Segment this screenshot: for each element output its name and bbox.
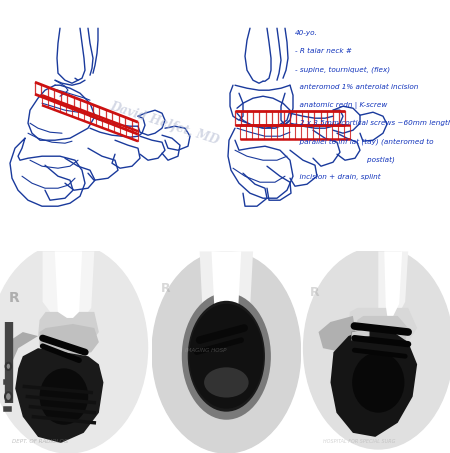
Polygon shape <box>15 348 104 443</box>
Text: R: R <box>310 286 319 299</box>
Polygon shape <box>348 308 417 348</box>
Text: incision + drain, splint: incision + drain, splint <box>295 174 381 180</box>
Polygon shape <box>38 312 99 346</box>
Polygon shape <box>319 316 357 352</box>
Polygon shape <box>351 328 369 340</box>
Polygon shape <box>330 328 417 437</box>
Text: IMAGING HOSP: IMAGING HOSP <box>185 348 226 353</box>
Text: DEPT. OF RADIOLOG: DEPT. OF RADIOLOG <box>12 439 68 444</box>
Polygon shape <box>8 332 38 372</box>
Text: anatomic redn | K-screw: anatomic redn | K-screw <box>295 102 387 109</box>
Text: - 2 x 3.5mm cortical screws ~60mm length: - 2 x 3.5mm cortical screws ~60mm length <box>295 120 450 126</box>
Ellipse shape <box>204 367 249 398</box>
Circle shape <box>0 243 148 453</box>
Text: R: R <box>161 282 171 295</box>
Polygon shape <box>355 316 408 348</box>
Text: 40-yo.: 40-yo. <box>295 30 318 36</box>
Circle shape <box>5 392 12 401</box>
Polygon shape <box>43 251 94 322</box>
Text: - supine, tourniquet, (flex): - supine, tourniquet, (flex) <box>295 66 390 73</box>
Polygon shape <box>40 324 99 356</box>
Ellipse shape <box>352 352 405 413</box>
Ellipse shape <box>40 368 88 425</box>
Ellipse shape <box>188 301 265 412</box>
Text: R: R <box>9 291 20 305</box>
Circle shape <box>152 251 301 453</box>
Polygon shape <box>384 251 402 316</box>
Circle shape <box>304 247 450 449</box>
Text: - R talar neck #: - R talar neck # <box>295 48 352 54</box>
Text: HOSPITAL FOR SPECIAL SURG: HOSPITAL FOR SPECIAL SURG <box>323 439 396 444</box>
Polygon shape <box>212 251 241 318</box>
Text: anteromod 1% anterolat incision: anteromod 1% anterolat incision <box>295 84 418 90</box>
Text: postlat): postlat) <box>295 156 395 163</box>
Text: David Helfet, MD: David Helfet, MD <box>109 99 221 147</box>
Polygon shape <box>378 251 408 320</box>
Circle shape <box>6 363 11 370</box>
Polygon shape <box>200 251 253 328</box>
Ellipse shape <box>189 304 264 409</box>
Text: parallel to inf lat (tay) (anteromed to: parallel to inf lat (tay) (anteromed to <box>295 138 433 145</box>
Ellipse shape <box>182 293 271 420</box>
Polygon shape <box>55 251 82 318</box>
